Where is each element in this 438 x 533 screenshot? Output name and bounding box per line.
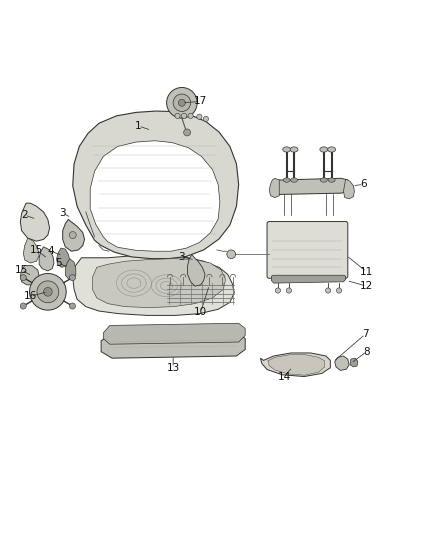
Circle shape xyxy=(325,288,331,293)
Polygon shape xyxy=(20,203,49,241)
Ellipse shape xyxy=(320,178,327,182)
Circle shape xyxy=(166,87,197,118)
Text: 7: 7 xyxy=(362,329,369,339)
Text: 2: 2 xyxy=(21,210,28,220)
Ellipse shape xyxy=(290,178,297,182)
Text: 12: 12 xyxy=(360,281,373,291)
Circle shape xyxy=(37,281,59,303)
Circle shape xyxy=(69,274,75,281)
Polygon shape xyxy=(39,247,54,271)
Text: 3: 3 xyxy=(179,252,185,262)
Ellipse shape xyxy=(328,147,336,152)
Text: 15: 15 xyxy=(30,245,43,255)
Ellipse shape xyxy=(283,178,290,182)
Polygon shape xyxy=(57,248,70,268)
Polygon shape xyxy=(101,332,245,358)
Circle shape xyxy=(175,113,180,118)
Ellipse shape xyxy=(328,178,335,182)
Polygon shape xyxy=(90,141,220,251)
Circle shape xyxy=(184,129,191,136)
Polygon shape xyxy=(350,358,358,367)
Polygon shape xyxy=(268,354,325,375)
Polygon shape xyxy=(73,255,234,316)
Circle shape xyxy=(69,231,76,239)
Circle shape xyxy=(69,303,75,309)
Text: 15: 15 xyxy=(15,265,28,275)
Text: 13: 13 xyxy=(166,363,180,373)
Circle shape xyxy=(29,273,66,310)
Circle shape xyxy=(43,287,52,296)
Ellipse shape xyxy=(283,147,290,152)
Circle shape xyxy=(203,116,208,122)
Text: 11: 11 xyxy=(360,266,373,277)
Polygon shape xyxy=(187,254,205,286)
Text: 17: 17 xyxy=(194,96,207,107)
Text: 14: 14 xyxy=(278,372,291,382)
Circle shape xyxy=(20,303,26,309)
Text: 1: 1 xyxy=(135,121,141,131)
Polygon shape xyxy=(261,353,330,376)
Polygon shape xyxy=(269,179,279,198)
Polygon shape xyxy=(92,259,226,308)
Polygon shape xyxy=(65,259,76,279)
Polygon shape xyxy=(20,265,39,285)
Polygon shape xyxy=(343,179,354,199)
Text: 4: 4 xyxy=(48,246,54,256)
Polygon shape xyxy=(63,220,85,251)
Polygon shape xyxy=(73,111,239,259)
Circle shape xyxy=(20,274,26,281)
Polygon shape xyxy=(103,323,245,344)
Text: 10: 10 xyxy=(194,308,207,317)
Polygon shape xyxy=(23,238,39,263)
Circle shape xyxy=(178,99,185,106)
Circle shape xyxy=(188,113,193,118)
Circle shape xyxy=(197,114,202,119)
Polygon shape xyxy=(272,275,346,283)
Circle shape xyxy=(181,113,187,118)
Text: 8: 8 xyxy=(363,346,370,357)
Circle shape xyxy=(276,288,281,293)
Ellipse shape xyxy=(320,147,328,152)
Text: 16: 16 xyxy=(24,291,37,301)
Text: 3: 3 xyxy=(60,208,66,218)
Polygon shape xyxy=(335,356,349,370)
Circle shape xyxy=(286,288,291,293)
Circle shape xyxy=(227,250,236,259)
FancyBboxPatch shape xyxy=(267,222,348,278)
Text: 5: 5 xyxy=(55,258,62,268)
Polygon shape xyxy=(274,179,350,195)
Text: 6: 6 xyxy=(360,180,367,189)
Circle shape xyxy=(173,94,191,111)
Ellipse shape xyxy=(290,147,298,152)
Circle shape xyxy=(336,288,342,293)
